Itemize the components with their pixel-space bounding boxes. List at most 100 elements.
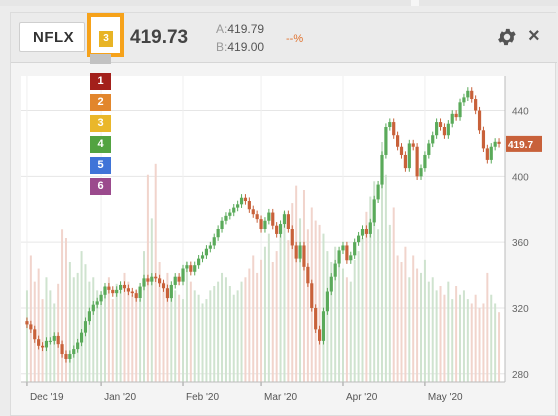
symbol-text: NFLX (33, 29, 75, 46)
candle-body (438, 122, 443, 127)
volume-bar (150, 218, 153, 382)
candle-body (95, 301, 99, 305)
volume-bar (353, 259, 356, 382)
volume-bar (221, 272, 224, 382)
candle-body (99, 294, 103, 302)
volume-bar (162, 281, 165, 382)
link-group-button[interactable]: 3 (87, 13, 124, 57)
candle-body (29, 324, 33, 330)
volume-bar (92, 277, 95, 382)
candle-body (446, 123, 450, 136)
candle-body (341, 245, 345, 251)
volume-bar (29, 255, 32, 382)
link-menu-item-5[interactable]: 5 (90, 157, 111, 174)
candle-body (173, 276, 177, 285)
candle-body (197, 258, 201, 266)
volume-bar (420, 272, 423, 382)
volume-bar (41, 299, 44, 382)
volume-bar (416, 268, 419, 382)
close-icon[interactable]: × (528, 25, 540, 47)
candle-body (177, 276, 181, 282)
volume-bar (158, 262, 161, 382)
panel-gap (411, 0, 419, 6)
candle-body (474, 99, 478, 111)
candle-body (200, 255, 205, 259)
link-menu-item-none[interactable] (90, 54, 111, 64)
volume-bar (369, 196, 372, 382)
volume-bar (201, 303, 204, 382)
candle-body (454, 113, 458, 118)
candle-body (40, 345, 45, 348)
candle-body (419, 168, 423, 177)
volume-bar (400, 262, 403, 382)
symbol-input[interactable]: NFLX (19, 22, 85, 52)
volume-bar (131, 294, 134, 382)
candle-body (298, 245, 302, 259)
link-menu-item-4[interactable]: 4 (90, 136, 111, 153)
volume-bar (423, 259, 426, 382)
candle-body (442, 127, 447, 136)
volume-bar (107, 277, 110, 382)
candle-body (415, 146, 419, 177)
candle-body (321, 311, 326, 341)
bid-quote: B:419.00 (216, 40, 264, 54)
candle-body (333, 263, 337, 277)
candle-body (212, 237, 216, 246)
candle-body (126, 288, 130, 292)
bid-value: 419.00 (227, 40, 265, 54)
gear-icon[interactable] (496, 26, 518, 48)
volume-bar (193, 290, 196, 382)
volume-bar (291, 203, 294, 382)
volume-bar (25, 290, 28, 382)
candle-body (489, 146, 493, 160)
candle-body (470, 90, 474, 100)
volume-bar (435, 290, 438, 382)
price-chart[interactable]: 280 320 360 400 440 Dec '19 Jan '20 Feb '20 Mar … (21, 76, 547, 412)
volume-bar (334, 246, 337, 382)
x-tick-label: May '20 (428, 392, 463, 403)
candle-body (48, 340, 52, 342)
candle-body (396, 135, 400, 147)
volume-bar (123, 272, 126, 382)
volume-bar (205, 299, 208, 382)
candle-body (181, 268, 185, 282)
candle-body (477, 110, 482, 131)
candle-body (165, 288, 170, 299)
candle-body (189, 265, 193, 272)
volume-bar (462, 290, 465, 382)
candle-body (356, 235, 361, 243)
candle-body (306, 266, 310, 284)
top-strip (0, 0, 558, 6)
last-price: 419.73 (130, 27, 189, 48)
volume-bar (326, 251, 329, 382)
volume-bar (341, 268, 344, 382)
candle-body (353, 242, 357, 256)
volume-bar (68, 262, 71, 382)
candle-body (278, 224, 283, 234)
link-menu-item-3[interactable]: 3 (90, 115, 111, 132)
volume-bar (455, 286, 458, 382)
candle-body (325, 291, 329, 312)
link-menu-item-2[interactable]: 2 (90, 94, 111, 111)
volume-bar (252, 255, 255, 382)
candle-body (224, 215, 228, 221)
change-percent: --% (286, 33, 304, 45)
link-menu-item-6[interactable]: 6 (90, 178, 111, 195)
candle-body (193, 265, 197, 272)
ask-label: A: (216, 22, 228, 36)
volume-bar (384, 174, 387, 382)
link-menu-item-1[interactable]: 1 (90, 73, 111, 90)
candle-body (337, 250, 341, 264)
candle-body (87, 311, 91, 322)
candle-body (239, 197, 244, 205)
candle-body (275, 225, 279, 234)
candle-body (263, 220, 267, 229)
last-price-tag (506, 135, 542, 152)
volume-bar (170, 286, 173, 382)
volume-bar (279, 229, 282, 382)
volume-bar (224, 277, 227, 382)
volume-bar (61, 229, 64, 382)
link-chip: 3 (99, 31, 113, 47)
candle-body (83, 321, 88, 333)
candle-body (317, 329, 322, 341)
